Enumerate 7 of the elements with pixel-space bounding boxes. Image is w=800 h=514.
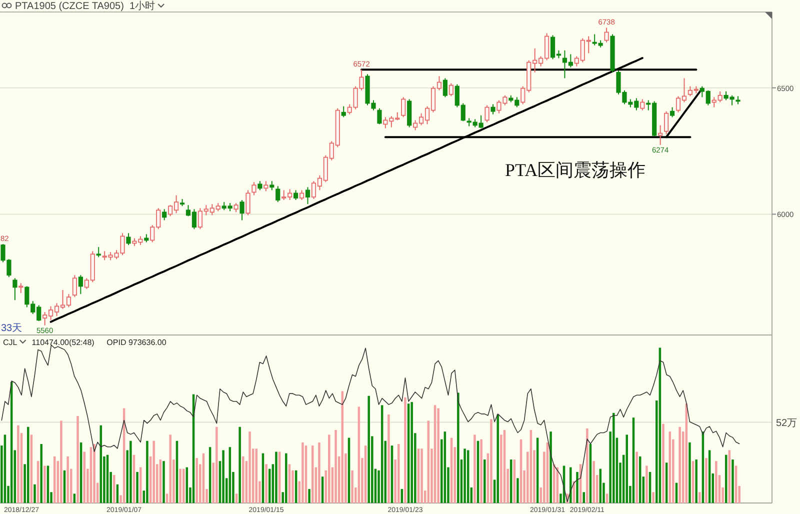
text: OPID 973636.00 [106, 338, 167, 347]
chart-title: PTA1905 (CZCE TA905) 1小时 [15, 0, 156, 12]
ref-line-label: 52万 [776, 418, 798, 430]
text: 110474.00(52:48) [32, 338, 95, 347]
annotation: 33天 [1, 323, 22, 334]
annotation: PTA区间震荡操作 [505, 160, 646, 180]
text: CJL [3, 338, 18, 347]
